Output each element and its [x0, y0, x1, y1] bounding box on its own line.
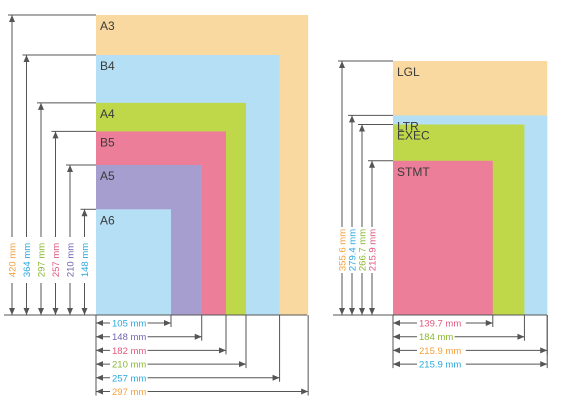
width-label-a5: 148 mm	[112, 332, 146, 343]
width-label-bg-a3	[110, 385, 148, 398]
height-arrow-top-ltr	[349, 115, 355, 123]
width-arrow-right-a5	[194, 333, 202, 340]
height-arrow-bottom-lgl	[339, 308, 345, 315]
height-label-exec: 266.7 mm	[358, 229, 369, 271]
width-arrow-right-ltr	[540, 361, 548, 368]
width-arrow-left-a4	[96, 361, 103, 368]
height-label-bg-lgl	[338, 227, 346, 273]
height-arrow-bottom-b5	[52, 308, 59, 315]
width-label-b5: 182 mm	[112, 346, 146, 357]
width-label-bg-b5	[110, 344, 148, 357]
width-label-bg-a5	[110, 330, 148, 343]
width-arrow-left-a6	[96, 320, 103, 326]
width-label-b4: 257 mm	[112, 373, 146, 384]
height-label-stmt: 215.9 mm	[368, 229, 379, 271]
height-arrow-top-b4	[23, 54, 30, 62]
width-label-a3: 297 mm	[112, 387, 146, 398]
width-arrow-left-b5	[96, 347, 103, 354]
width-arrow-left-exec	[393, 333, 400, 340]
width-label-bg-ltr	[417, 358, 466, 371]
height-arrow-bottom-a3	[9, 308, 15, 315]
height-label-ltr: 279.4 mm	[348, 229, 359, 271]
width-arrow-left-a3	[96, 388, 103, 395]
width-label-lgl: 215.9 mm	[419, 346, 461, 357]
height-label-bg-a5	[66, 237, 74, 283]
height-arrow-top-a4	[38, 102, 44, 110]
height-arrow-bottom-b4	[23, 308, 30, 315]
width-label-bg-stmt	[417, 317, 466, 329]
height-arrow-bottom-ltr	[349, 308, 355, 315]
sheet-label-b5: B5	[100, 135, 115, 149]
width-arrow-right-a3	[301, 388, 309, 395]
width-arrow-left-ltr	[393, 361, 400, 368]
width-arrow-right-lgl	[540, 347, 548, 354]
width-arrow-left-lgl	[393, 347, 400, 354]
width-arrow-left-b4	[96, 374, 103, 381]
sheet-label-a4: A4	[100, 107, 115, 121]
height-label-bg-b5	[51, 237, 60, 283]
width-arrow-right-a6	[164, 320, 172, 326]
width-label-exec: 184 mm	[419, 332, 453, 343]
sheet-label-a3: A3	[100, 19, 115, 33]
width-label-a4: 210 mm	[112, 360, 146, 371]
height-label-bg-a3	[8, 237, 16, 283]
height-arrow-top-a5	[67, 164, 73, 172]
width-label-bg-a4	[110, 358, 148, 371]
sheet-label-exec: EXEC	[397, 128, 430, 142]
height-arrow-top-a3	[9, 14, 15, 22]
height-label-a5: 210 mm	[66, 243, 77, 277]
height-arrow-bottom-a4	[38, 308, 44, 315]
width-arrow-left-stmt	[393, 320, 400, 326]
sheet-label-b4: B4	[100, 59, 115, 73]
height-label-bg-exec	[358, 227, 366, 273]
sheet-label-lgl: LGL	[397, 65, 420, 79]
height-arrow-top-exec	[359, 124, 365, 132]
height-label-a4: 297 mm	[37, 243, 48, 277]
height-label-bg-stmt	[368, 227, 376, 273]
width-label-bg-lgl	[417, 344, 466, 357]
width-label-bg-b4	[110, 371, 148, 384]
height-arrow-bottom-a6	[81, 308, 88, 315]
height-label-lgl: 355.6 mm	[338, 229, 349, 271]
width-label-ltr: 215.9 mm	[419, 360, 461, 371]
height-label-a6: 148 mm	[80, 243, 91, 277]
width-arrow-right-exec	[517, 333, 525, 340]
height-label-bg-ltr	[348, 227, 356, 273]
height-label-bg-a4	[37, 237, 45, 283]
height-arrow-top-lgl	[339, 60, 345, 68]
width-arrow-left-a5	[96, 333, 103, 340]
height-label-bg-b4	[22, 237, 31, 283]
sheet-label-a5: A5	[100, 169, 115, 183]
sheet-a6	[96, 209, 172, 315]
sheet-label-a6: A6	[100, 213, 115, 227]
sheet-stmt	[393, 160, 493, 315]
height-label-bg-a6	[80, 237, 89, 283]
width-label-a6: 105 mm	[112, 319, 146, 330]
sheet-label-ltr: LTR	[397, 119, 419, 133]
height-label-b5: 257 mm	[51, 243, 62, 277]
height-label-b4: 364 mm	[22, 243, 33, 277]
sheet-label-stmt: STMT	[397, 165, 430, 179]
height-arrow-bottom-stmt	[369, 308, 375, 315]
width-arrow-right-b5	[219, 347, 227, 354]
width-arrow-right-a4	[239, 361, 247, 368]
height-arrow-top-a6	[81, 209, 88, 217]
width-arrow-right-b4	[272, 374, 280, 381]
height-arrow-top-b5	[52, 131, 59, 139]
width-label-bg-exec	[417, 330, 455, 343]
height-arrow-top-stmt	[369, 160, 375, 168]
height-label-a3: 420 mm	[8, 243, 19, 277]
width-label-stmt: 139.7 mm	[419, 319, 461, 330]
width-arrow-right-stmt	[485, 320, 493, 326]
height-arrow-bottom-a5	[67, 308, 73, 315]
width-label-bg-a6	[110, 317, 148, 329]
height-arrow-bottom-exec	[359, 308, 365, 315]
